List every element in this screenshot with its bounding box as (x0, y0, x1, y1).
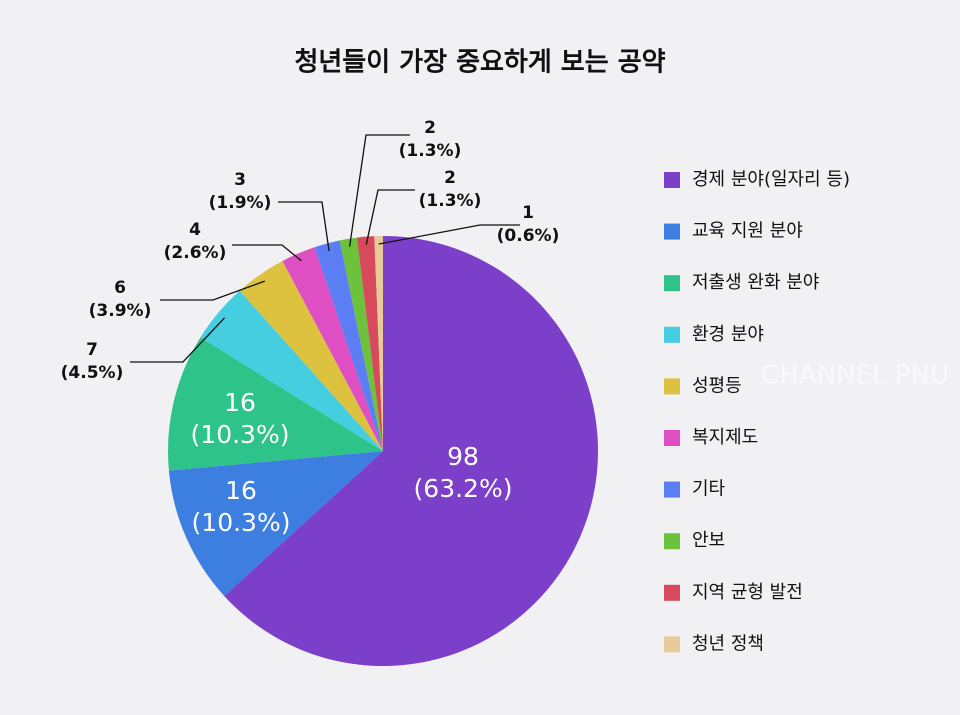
chart-title: 청년들이 가장 중요하게 보는 공약 (294, 48, 665, 78)
legend-swatch (664, 326, 680, 343)
legend-label: 안보 (692, 530, 725, 551)
data-label: 4 (189, 220, 201, 240)
data-label: 2 (444, 168, 456, 188)
leader-line (278, 201, 330, 252)
data-label: 2 (424, 118, 436, 138)
data-label: 7 (86, 340, 98, 360)
legend-swatch (664, 223, 680, 240)
pie-slice (314, 240, 383, 451)
percent-label: (2.6%) (164, 243, 227, 263)
leader-line (130, 317, 226, 363)
legend-label: 경제 분야(일자리 등) (692, 169, 850, 190)
leader-line (365, 189, 415, 245)
pie-slice (168, 337, 383, 471)
legend-swatch (664, 636, 680, 653)
legend-swatch (664, 430, 680, 446)
percent-label: (1.3%) (399, 141, 462, 161)
watermark: CHANNEL PNU (761, 361, 949, 391)
pie-slice (374, 236, 383, 451)
legend-swatch (664, 172, 680, 188)
legend-swatch (664, 378, 680, 395)
legend-swatch (664, 275, 680, 292)
legend-swatch (664, 481, 680, 498)
leader-line (160, 280, 265, 301)
pie-slice (200, 290, 383, 451)
legend-swatch (664, 533, 680, 550)
data-label: 98 (447, 442, 479, 471)
data-label: 16 (225, 476, 257, 505)
data-label: 16 (224, 388, 256, 417)
data-label: 6 (114, 278, 126, 298)
percent-label: (1.3%) (419, 191, 482, 211)
leader-line (378, 224, 520, 245)
pie-slice (339, 237, 383, 451)
leader-line (348, 134, 410, 247)
percent-label: (0.6%) (497, 226, 560, 246)
percent-label: (4.5%) (61, 363, 124, 383)
pie-slice (239, 260, 383, 451)
legend-label: 교육 지원 분야 (692, 221, 803, 242)
leader-line (232, 244, 302, 262)
pie-slice (168, 451, 383, 596)
legend-label: 환경 분야 (692, 324, 764, 345)
legend-swatch (664, 584, 680, 601)
percent-label: (3.9%) (89, 301, 152, 321)
pie-slice (356, 236, 383, 451)
data-label: 3 (234, 170, 246, 190)
legend-label: 성평등 (692, 375, 742, 396)
legend-label: 기타 (692, 479, 726, 500)
percent-label: (10.3%) (192, 508, 291, 537)
legend-label: 청년 정책 (692, 633, 764, 654)
legend-label: 지역 균형 발전 (692, 582, 803, 603)
percent-label: (1.9%) (209, 193, 272, 213)
percent-label: (10.3%) (191, 420, 290, 449)
legend-label: 저출생 완화 분야 (692, 272, 819, 293)
legend-label: 복지제도 (692, 427, 758, 448)
pie-slice (224, 236, 598, 666)
data-label: 1 (522, 203, 534, 223)
pie-slice (282, 247, 383, 451)
percent-label: (63.2%) (414, 474, 513, 503)
